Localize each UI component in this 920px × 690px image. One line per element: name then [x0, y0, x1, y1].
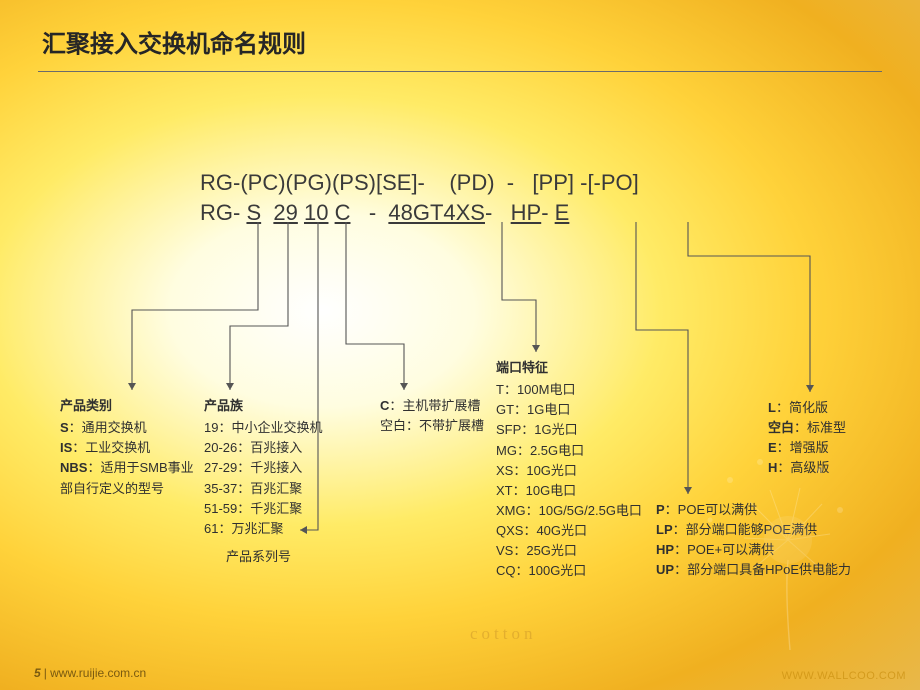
block-port-feature: 端口特征T：100M电口GT：1G电口SFP：1G光口MG：2.5G电口XS：1… [496, 358, 656, 582]
footer-url: www.ruijie.com.cn [50, 666, 146, 680]
block-product-category: 产品类别S：通用交换机IS：工业交换机NBS：适用于SMB事业部自行定义的型号 [60, 396, 205, 499]
block-poe: P：POE可以满供LP：部分端口能够POE满供HP：POE+可以满供UP：部分端… [656, 500, 866, 581]
block-version: L：简化版空白：标准型E：增强版H：高级版 [768, 398, 888, 479]
decor-cotton-text: cotton [470, 624, 537, 644]
naming-formula: RG-(PC)(PG)(PS)[SE]- (PD) - [PP] -[-PO]R… [200, 168, 639, 227]
page-title: 汇聚接入交换机命名规则 [38, 18, 882, 72]
connector-lines [0, 0, 920, 690]
series-label: 产品系列号 [226, 546, 291, 565]
block-slot-ext: C：主机带扩展槽空白：不带扩展槽 [380, 396, 490, 436]
page-number: 5 [34, 666, 41, 680]
block-product-family: 产品族19：中小企业交换机20-26：百兆接入27-29：千兆接入35-37：百… [204, 396, 364, 539]
footer: 5| www.ruijie.com.cn [34, 666, 146, 680]
watermark: WWW.WALLCOO.COM [782, 670, 906, 682]
